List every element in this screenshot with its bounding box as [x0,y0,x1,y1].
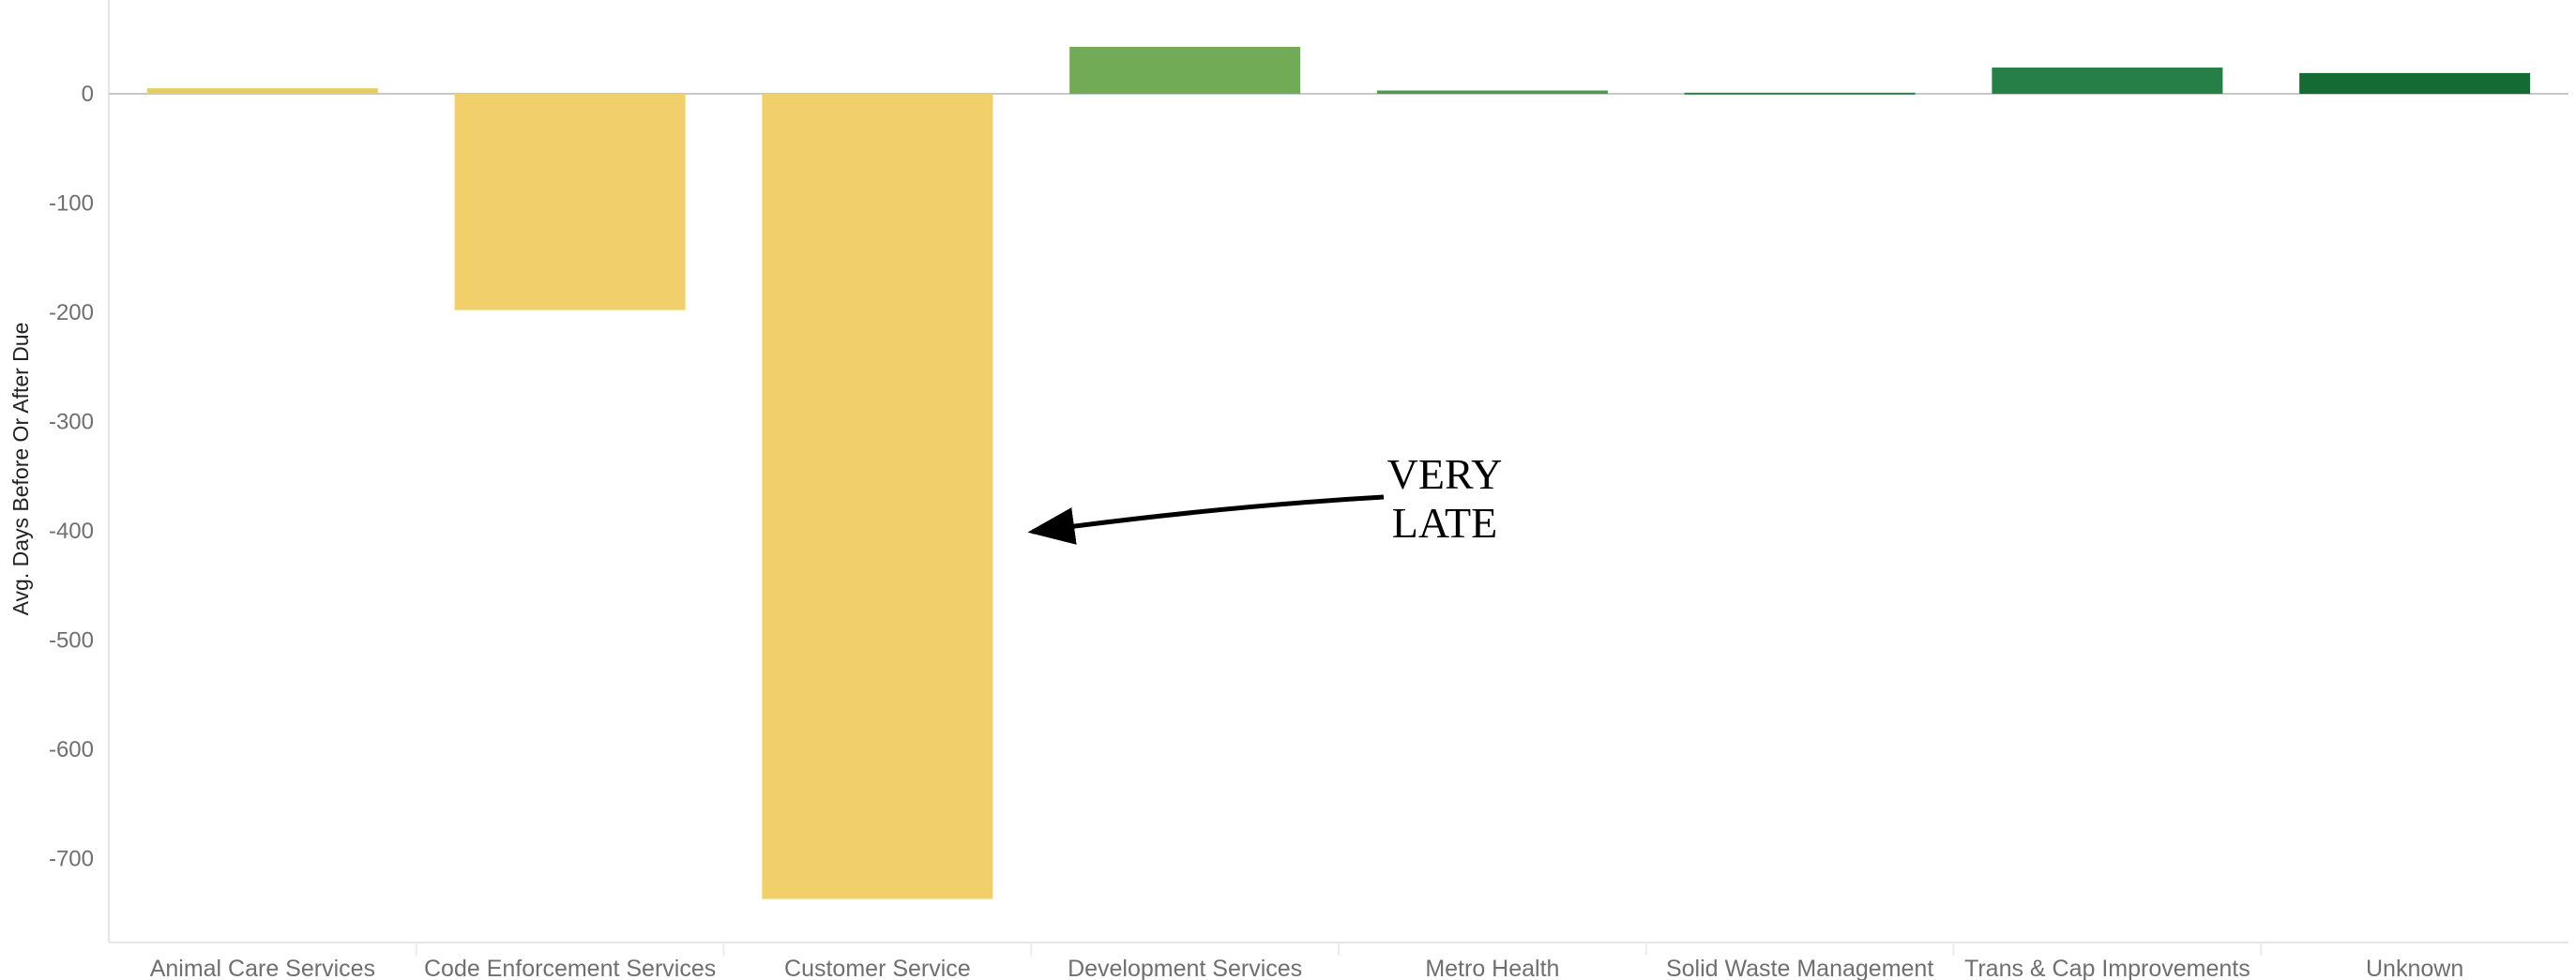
annotation-text: VERY [1387,450,1503,498]
y-axis-title: Avg. Days Before Or After Due [8,323,33,616]
y-tick-label: -500 [49,628,94,654]
bar [1376,90,1608,94]
bar [762,94,993,899]
x-category-label: Development Services [1068,956,1302,980]
bar [1992,68,2223,94]
annotation-arrow [1027,494,1385,545]
x-category-label: Trans & Cap Improvements [1964,956,2250,980]
x-category-label: Customer Service [784,956,971,980]
y-tick-label: 0 [82,82,94,107]
bar [2299,72,2531,94]
x-category-label: Code Enforcement Services [424,956,716,980]
y-tick-label: -200 [49,300,94,325]
x-category-label: Metro Health [1425,956,1559,980]
bar [1684,92,1916,95]
x-category-label: Unknown [2366,956,2463,980]
x-category-label: Animal Care Services [150,956,375,980]
y-tick-label: -300 [49,410,94,435]
y-tick-label: -600 [49,737,94,762]
annotation-text: LATE [1392,499,1497,547]
bar [1069,46,1301,94]
bar [146,88,378,94]
x-category-label: Solid Waste Management [1666,956,1933,980]
y-tick-label: -100 [49,191,94,217]
y-tick-label: -700 [49,847,94,872]
y-tick-label: -400 [49,519,94,544]
bar [454,94,686,310]
